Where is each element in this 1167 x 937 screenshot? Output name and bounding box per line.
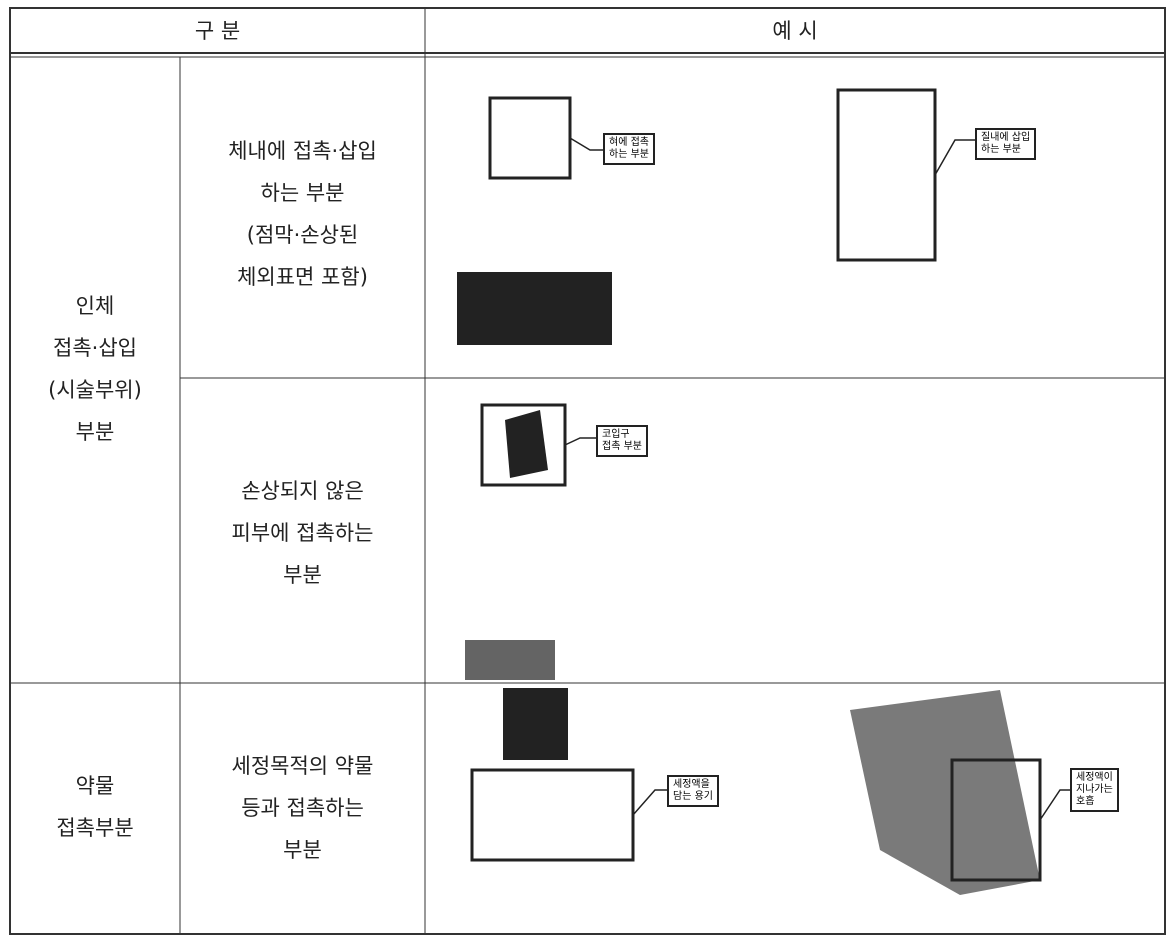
- category-label-line: 부분: [283, 563, 322, 587]
- callout-line: 담는 용기: [673, 791, 713, 802]
- category-label-line: 세정목적의 약물: [231, 754, 374, 778]
- callout-line: 하는 부분: [981, 144, 1021, 155]
- group-label-line: 접촉·삽입: [53, 336, 137, 360]
- category-label-line: 피부에 접촉하는: [231, 521, 374, 545]
- callout-line: 코입구: [602, 429, 630, 440]
- callout-line: 세정액이: [1076, 772, 1113, 783]
- callout: 세정액을 담는 용기: [667, 775, 719, 807]
- header-cell: 예 시: [772, 19, 818, 43]
- callout-line: 혀에 접촉: [609, 137, 649, 148]
- callout: 세정액이 지나가는 호흡: [1070, 768, 1119, 812]
- callout-line: 접촉 부분: [602, 441, 642, 452]
- category-label-line: 하는 부분: [260, 181, 345, 205]
- group-label-line: 부분: [75, 420, 115, 444]
- group-label-line: (시술부위): [48, 378, 142, 402]
- category-label-line: (점막·손상된: [246, 223, 359, 247]
- group-label-line: 인체: [75, 294, 115, 318]
- callout-line: 지나가는: [1076, 784, 1113, 795]
- callout-line: 질내에 삽입: [981, 132, 1031, 143]
- callout-line: 호흡: [1076, 796, 1095, 807]
- category-label-line: 부분: [283, 838, 322, 862]
- category-label-line: 등과 접촉하는: [241, 796, 364, 820]
- category-label-line: 체내에 접촉·삽입: [228, 139, 377, 163]
- group-label-line: 접촉부분: [56, 816, 134, 840]
- callout: 질내에 삽입 하는 부분: [975, 128, 1037, 160]
- callout: 혀에 접촉 하는 부분: [603, 133, 655, 165]
- callout-line: 세정액을: [673, 779, 710, 790]
- header-cell: 구 분: [194, 19, 241, 43]
- category-label-line: 손상되지 않은: [241, 479, 364, 503]
- callout: 코입구 접촉 부분: [596, 425, 648, 457]
- callout-line: 하는 부분: [609, 149, 649, 160]
- category-label-line: 체외표면 포함): [237, 265, 368, 289]
- group-label-line: 약물: [75, 774, 115, 798]
